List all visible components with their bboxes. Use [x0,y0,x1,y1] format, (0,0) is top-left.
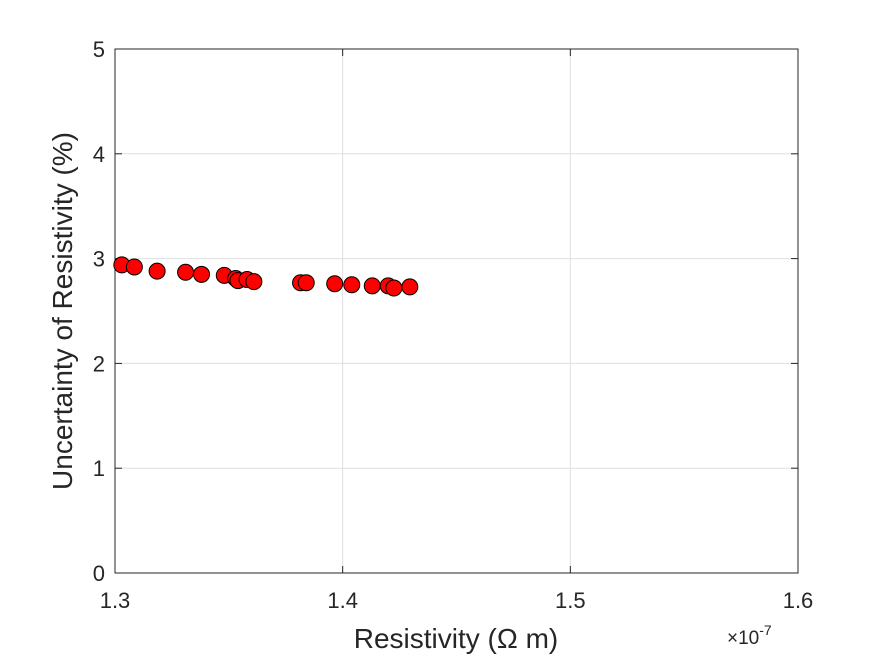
x-exponent-label: ×10-7 [727,622,772,649]
data-point [343,276,361,294]
y-tick-label: 0 [93,561,105,586]
data-point [177,263,195,281]
x-axis-label: Resistivity (Ω m) [354,623,558,654]
grid [115,49,798,573]
axis-ticks: 1.3 1.4 1.5 1.6 0 1 2 3 4 5 [93,37,814,613]
data-point [125,258,143,276]
data-point [363,277,381,295]
y-tick-label: 3 [93,247,105,272]
plot-area-box [114,48,799,574]
y-axis-label: Uncertainty of Resistivity (%) [47,132,78,490]
data-point [245,273,263,291]
x-tick-label: 1.6 [783,588,814,613]
y-tick-label: 2 [93,351,105,376]
data-point [193,265,211,283]
y-tick-label: 4 [93,142,105,167]
data-point [326,275,344,293]
data-point [297,274,315,292]
data-points [113,256,419,297]
x-tick-label: 1.4 [327,588,358,613]
data-point [401,278,419,296]
x-exponent-power: -7 [759,622,772,638]
y-tick-label: 5 [93,37,105,62]
x-tick-label: 1.5 [555,588,586,613]
x-exponent-base: ×10 [727,628,759,649]
data-point [148,262,166,280]
x-tick-label: 1.3 [100,588,131,613]
data-point [385,279,403,297]
y-tick-label: 1 [93,456,105,481]
